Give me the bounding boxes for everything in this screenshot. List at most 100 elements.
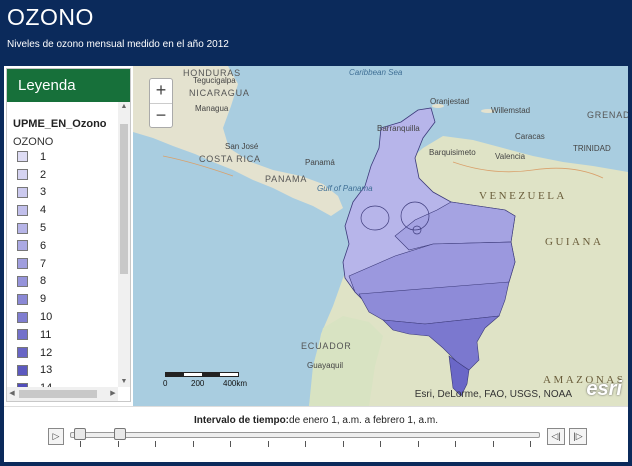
map-attribution: Esri, DeLorme, FAO, USGS, NOAA (414, 389, 572, 400)
legend-item-label: 6 (40, 239, 47, 252)
legend-swatch (17, 169, 28, 181)
time-slider-tick (380, 441, 381, 447)
time-slider-tick (192, 441, 194, 447)
legend-item: 11 (13, 326, 118, 344)
legend-body: UPME_EN_Ozono OZONO 1234567891011121314 (7, 102, 118, 387)
legend-item-label: 8 (40, 275, 47, 288)
legend-vertical-scrollbar[interactable]: ▲ ▼ (118, 102, 130, 387)
time-slider-tick (455, 441, 456, 447)
legend-swatch (17, 311, 28, 323)
legend-item-label: 4 (40, 204, 47, 217)
legend-swatch (17, 382, 28, 387)
time-slider-end-handle[interactable] (114, 428, 126, 440)
previous-button[interactable]: ◁| (547, 428, 565, 445)
scale-bar-graphic (165, 372, 239, 377)
time-slider-tick (530, 441, 531, 447)
legend-items: 1234567891011121314 (13, 148, 118, 387)
page-title: OZONO (7, 4, 94, 30)
scroll-up-icon[interactable]: ▲ (120, 103, 128, 110)
map-label-caribbean: Caribbean Sea (349, 68, 403, 77)
map-label-gulf-panama: Gulf of Panama (317, 184, 373, 193)
legend-item: 13 (13, 362, 118, 380)
legend-item-label: 7 (40, 257, 47, 270)
map-label-oranjestad: Oranjestad (430, 97, 470, 106)
play-button[interactable]: ▷ (48, 428, 64, 445)
main-panel: Leyenda UPME_EN_Ozono OZONO 1 2 3 4 5 6 7 8 9 10 1… (4, 66, 628, 406)
time-interval-value: de enero 1, a.m. a febrero 1, a.m. (289, 415, 438, 426)
legend-item-label: 9 (40, 293, 47, 306)
map-label-valencia: Valencia (495, 152, 526, 161)
legend-layer-name: UPME_EN_Ozono (13, 118, 107, 130)
time-interval-prefix: Intervalo de tiempo: (194, 415, 290, 426)
time-slider-tick (230, 441, 231, 447)
legend-item-label: 11 (40, 328, 52, 341)
next-button[interactable]: |▷ (569, 428, 587, 445)
legend-item-label: 12 (40, 346, 53, 359)
basemap-svg (133, 66, 628, 406)
legend-swatch (17, 293, 28, 305)
legend-item: 14 (13, 379, 118, 387)
legend-item-label: 10 (40, 311, 53, 324)
map-label-barquisimeto: Barquisimeto (429, 148, 476, 157)
map-label-grenada: GRENADA (587, 110, 628, 120)
legend-horizontal-scrollbar[interactable]: ◀ ▶ (7, 387, 118, 401)
legend-field-name: OZONO (13, 136, 54, 148)
time-slider-rail[interactable] (70, 432, 540, 438)
central-america-land (133, 66, 343, 216)
legend-item: 10 (13, 308, 118, 326)
scroll-left-icon[interactable]: ◀ (9, 390, 15, 397)
legend-swatch (17, 240, 28, 252)
legend-swatch (17, 222, 28, 234)
map-label-trinidad: TRINIDAD (573, 144, 611, 153)
map-label-san-jose: San José (225, 142, 259, 151)
colombia-ozone-layer (342, 107, 516, 397)
map-label-venezuela: VENEZUELA (479, 190, 567, 202)
scale-tick-200: 200 (191, 379, 205, 388)
scroll-right-icon[interactable]: ▶ (110, 390, 116, 397)
app-header: OZONO Niveles de ozono mensual medido en… (0, 0, 632, 62)
time-slider-tick (267, 441, 269, 447)
time-slider-tick (305, 441, 306, 447)
time-slider-tick (80, 441, 81, 447)
legend-swatch (17, 364, 28, 376)
legend-item-label: 2 (40, 168, 47, 181)
time-slider-start-handle[interactable] (74, 428, 86, 440)
legend-swatch (17, 347, 28, 359)
time-interval-label: Intervalo de tiempo:de enero 1, a.m. a f… (4, 415, 628, 426)
map-label-amazonas: AMAZONAS (543, 374, 626, 386)
map-label-guiana: GUIANA (545, 236, 604, 248)
scroll-thumb[interactable] (120, 124, 128, 274)
scroll-thumb-horizontal[interactable] (19, 390, 97, 398)
legend-item-label: 3 (40, 186, 47, 199)
zoom-in-button[interactable]: + (155, 80, 167, 100)
legend-item-label: 13 (40, 364, 53, 377)
time-slider-tick (155, 441, 156, 447)
map-label-managua: Managua (195, 104, 229, 113)
scale-tick-400: 400km (223, 379, 248, 388)
map-label-tegucigalpa: Tegucigalpa (193, 76, 236, 85)
time-slider-track[interactable] (70, 427, 540, 457)
legend-item-label: 1 (40, 150, 47, 163)
map-label-panama-city: Panamá (305, 158, 335, 167)
time-slider-tick (117, 441, 119, 447)
legend-item: 4 (13, 201, 118, 219)
scale-tick-0: 0 (163, 379, 168, 388)
zoom-out-button[interactable]: − (150, 103, 172, 127)
esri-logo[interactable]: esri (586, 378, 622, 400)
zoom-control: + − (149, 78, 173, 128)
map-view[interactable]: HONDURAS Tegucigalpa NICARAGUA Managua C… (133, 66, 628, 406)
legend-item: 6 (13, 237, 118, 255)
map-label-caracas: Caracas (515, 132, 545, 141)
map-label-nicaragua: NICARAGUA (189, 88, 250, 98)
ecuador-region (309, 316, 383, 406)
scroll-down-icon[interactable]: ▼ (120, 378, 128, 385)
legend-item: 1 (13, 148, 118, 166)
map-label-willemstad: Willemstad (491, 106, 531, 115)
legend-item: 7 (13, 255, 118, 273)
legend-item: 12 (13, 344, 118, 362)
legend-swatch (17, 329, 28, 341)
map-label-costa-rica: COSTA RICA (199, 154, 261, 164)
legend-heading[interactable]: Leyenda (7, 69, 130, 102)
legend-item: 3 (13, 184, 118, 202)
time-slider-panel: Intervalo de tiempo:de enero 1, a.m. a f… (4, 406, 628, 462)
